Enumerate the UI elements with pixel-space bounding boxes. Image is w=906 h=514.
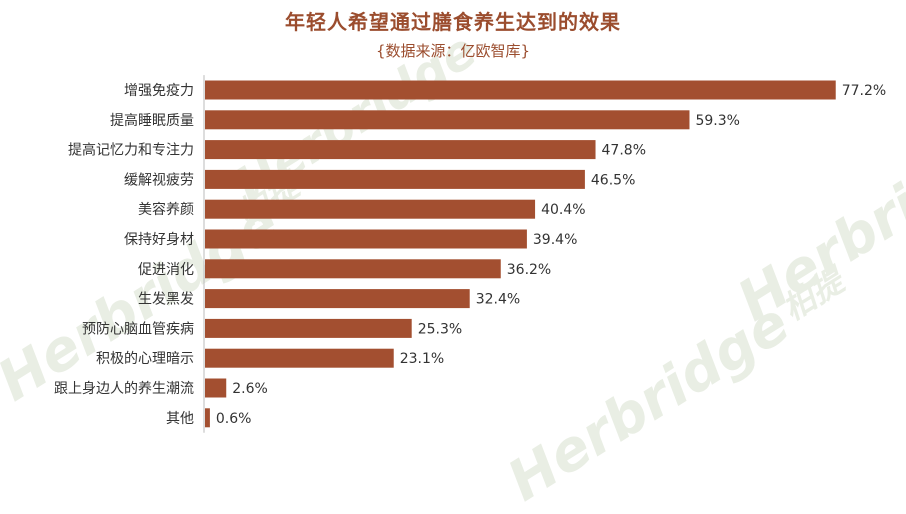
bar-chart: 增强免疫力 77.2% 提高睡眠质量 59.3% 提高记忆力和专注力 47.8% 缓解视疲劳… [54,75,886,433]
value-label: 32.4% [476,292,520,308]
bar [205,348,394,368]
chart-subtitle: {数据来源：亿欧智库} [375,42,531,60]
category-label: 促进消化 [138,262,194,278]
value-label: 46.5% [591,172,635,188]
bar [205,169,585,189]
category-label: 提高记忆力和专注力 [68,142,194,159]
category-label: 预防心脑血管疾病 [82,321,194,337]
bar [205,408,210,428]
chart-title: 年轻人希望通过膳食养生达到的效果 [285,10,621,34]
bar [205,378,227,398]
value-label: 36.2% [507,262,551,278]
value-label: 77.2% [842,83,886,99]
category-label: 提高睡眠质量 [110,112,194,129]
bar [205,199,536,219]
value-label: 40.4% [541,202,585,218]
value-label: 59.3% [695,113,739,129]
value-label: 2.6% [232,381,268,397]
category-label: 跟上身边人的养生潮流 [54,381,194,397]
bar [205,140,596,160]
bar [205,259,501,279]
bar [205,318,412,338]
value-label: 0.6% [216,411,252,427]
category-label: 美容养颜 [138,201,194,218]
value-label: 39.4% [533,232,577,248]
value-label: 23.1% [400,351,444,367]
bar [205,110,690,130]
bar [205,229,527,249]
value-label: 47.8% [602,143,646,159]
category-label: 生发黑发 [138,292,194,308]
category-label: 保持好身材 [124,232,194,248]
category-label: 积极的心理暗示 [96,351,194,367]
bar [205,289,470,309]
bar [205,80,836,100]
category-label: 增强免疫力 [124,83,194,99]
category-label: 其他 [166,411,194,427]
value-label: 25.3% [418,321,462,337]
category-label: 缓解视疲劳 [124,171,194,188]
